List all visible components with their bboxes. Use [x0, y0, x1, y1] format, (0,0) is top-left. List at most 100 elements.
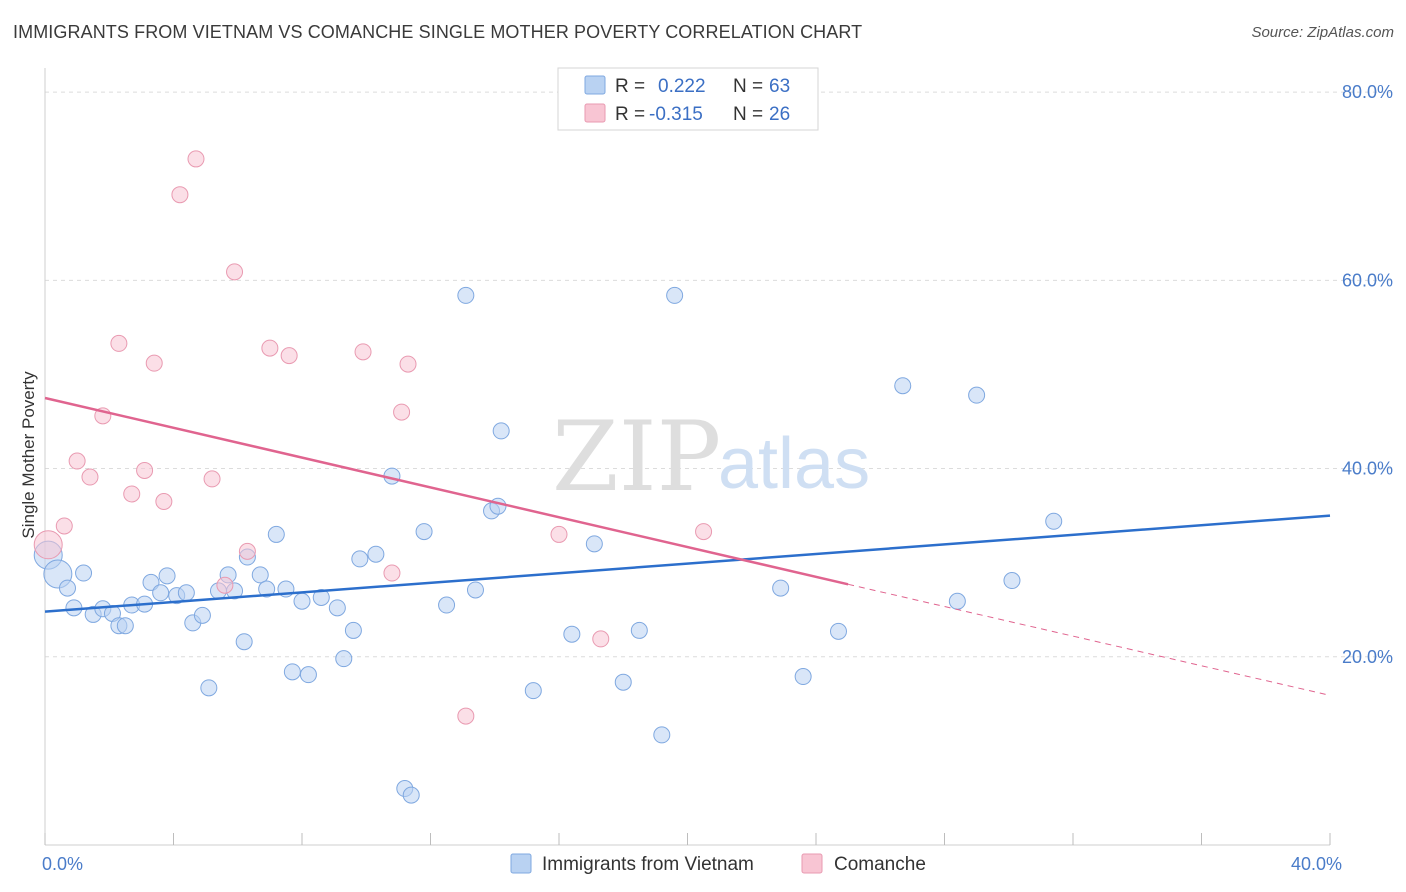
comanche-point — [393, 403, 411, 421]
vietnam-point — [351, 550, 369, 568]
comanche-point — [238, 542, 256, 560]
comanche-point — [354, 343, 372, 361]
vietnam-point — [438, 596, 456, 614]
comanche-point — [203, 470, 221, 488]
legend-r-label-comanche: R = — [615, 104, 645, 125]
legend-n-value-vietnam: 63 — [769, 76, 790, 97]
legend-swatch-vietnam — [584, 75, 606, 95]
vietnam-point — [894, 377, 912, 395]
points-layer — [33, 150, 1063, 804]
bottom-legend: Immigrants from Vietnam Comanche — [510, 853, 926, 875]
y-tick-label: 60.0% — [1342, 270, 1393, 290]
y-tick-label: 40.0% — [1342, 459, 1393, 479]
comanche-point — [550, 525, 568, 543]
vietnam-point — [193, 606, 211, 624]
vietnam-point — [251, 566, 269, 584]
vietnam-point — [299, 666, 317, 684]
vietnam-point — [415, 523, 433, 541]
bottom-legend-label-vietnam: Immigrants from Vietnam — [542, 854, 754, 875]
vietnam-point — [312, 588, 330, 606]
comanche-point — [383, 564, 401, 582]
vietnam-point — [829, 622, 847, 640]
vietnam-point — [948, 592, 966, 610]
watermark-zip: ZIP — [552, 401, 721, 513]
legend-r-value-vietnam: 0.222 — [658, 76, 706, 97]
comanche-point — [55, 517, 73, 535]
vietnam-point — [614, 673, 632, 691]
comanche-point — [33, 530, 63, 560]
watermark: ZIP atlas — [552, 401, 870, 513]
comanche-point — [216, 576, 234, 594]
bottom-legend-swatch-comanche — [801, 853, 823, 874]
bottom-legend-swatch-vietnam — [510, 853, 532, 874]
comanche-point — [136, 461, 154, 479]
legend-n-label-comanche: N = — [733, 104, 763, 125]
chart-source: Source: ZipAtlas.com — [1251, 24, 1394, 41]
legend-n-label-vietnam: N = — [733, 76, 763, 97]
comanche-point — [123, 485, 141, 503]
vietnam-point — [293, 592, 311, 610]
vietnam-point — [267, 525, 285, 543]
vietnam-point — [653, 726, 671, 744]
vietnam-point — [457, 286, 475, 304]
vietnam-point — [1003, 572, 1021, 590]
vietnam-point — [630, 621, 648, 639]
vietnam-point — [344, 621, 362, 639]
comanche-point — [110, 334, 128, 352]
comanche-point — [145, 354, 163, 372]
vietnam-point — [367, 545, 385, 563]
legend-r-label-vietnam: R = — [615, 76, 645, 97]
x-tick-label: 0.0% — [42, 854, 83, 874]
comanche-point — [226, 263, 244, 281]
chart-title: IMMIGRANTS FROM VIETNAM VS COMANCHE SING… — [13, 22, 863, 42]
comanche-trend-line — [44, 396, 849, 586]
bottom-legend-label-comanche: Comanche — [834, 854, 926, 875]
vietnam-point — [58, 579, 76, 597]
y-tick-label: 80.0% — [1342, 82, 1393, 102]
watermark-atlas: atlas — [718, 424, 870, 504]
comanche-point — [457, 707, 475, 725]
vietnam-point — [794, 668, 812, 686]
y-tick-label: 20.0% — [1342, 647, 1393, 667]
vietnam-point — [258, 580, 276, 598]
comanche-point — [261, 339, 279, 357]
comanche-point — [81, 468, 99, 486]
vietnam-point — [200, 679, 218, 697]
comanche-trend-line-extension — [848, 583, 1331, 696]
vietnam-point — [466, 581, 484, 599]
vietnam-point — [283, 663, 301, 681]
vietnam-point — [563, 625, 581, 643]
legend-n-value-comanche: 26 — [769, 104, 790, 125]
trend-layer — [44, 396, 1331, 696]
comanche-point — [171, 186, 189, 204]
comanche-point — [399, 355, 417, 373]
comanche-point — [155, 492, 173, 510]
y-axis-title: Single Mother Poverty — [19, 371, 38, 539]
comanche-point — [187, 150, 205, 168]
vietnam-point — [116, 617, 134, 635]
x-tick-label: 40.0% — [1291, 854, 1342, 874]
comanche-point — [592, 630, 610, 648]
vietnam-point — [335, 650, 353, 668]
vietnam-point — [1045, 512, 1063, 530]
grid-layer — [45, 91, 1392, 658]
vietnam-point — [585, 535, 603, 553]
vietnam-point — [968, 386, 986, 404]
vietnam-point — [75, 564, 93, 582]
vietnam-point — [152, 584, 170, 602]
vietnam-trend-line — [44, 514, 1331, 613]
vietnam-point — [492, 422, 510, 440]
top-legend: R = 0.222 N = 63 R = -0.315 N = 26 — [557, 67, 819, 131]
vietnam-point — [524, 682, 542, 700]
vietnam-point — [235, 633, 253, 651]
vietnam-point — [177, 584, 195, 602]
comanche-point — [280, 347, 298, 365]
vietnam-point — [772, 579, 790, 597]
legend-swatch-comanche — [584, 103, 606, 123]
vietnam-point — [402, 786, 420, 804]
legend-r-value-comanche: -0.315 — [649, 104, 703, 125]
comanche-point — [68, 452, 86, 470]
axes-layer: 20.0% 40.0% 60.0% 80.0% 0.0% 40.0% — [42, 68, 1393, 874]
vietnam-point — [328, 599, 346, 617]
